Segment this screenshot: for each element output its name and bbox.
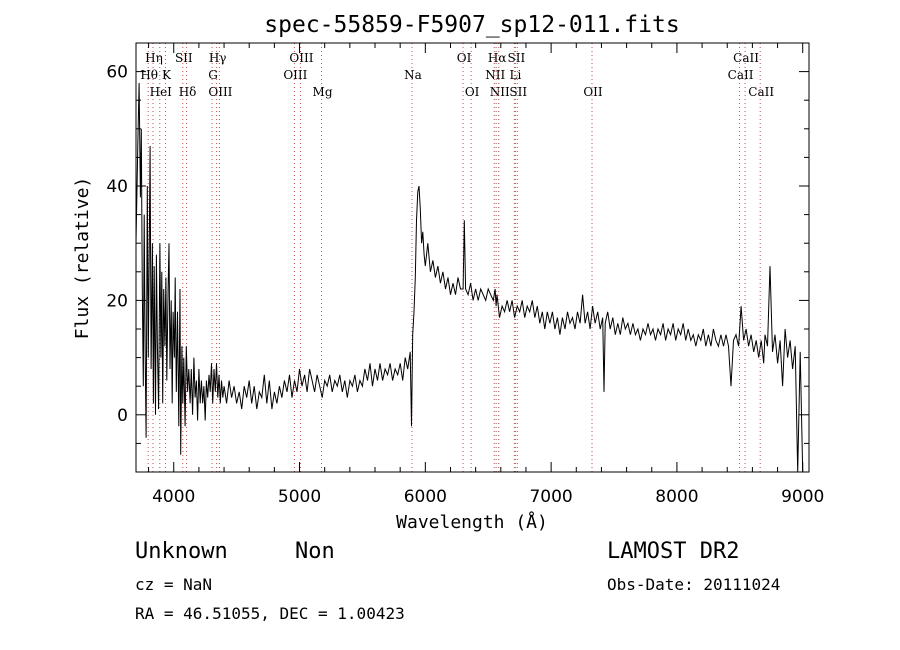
y-tick-label: 0 bbox=[117, 406, 128, 426]
plot-frame bbox=[135, 42, 810, 473]
y-axis-label: Flux (relative) bbox=[72, 177, 93, 340]
spectral-line-label: Hα bbox=[488, 51, 507, 65]
spectral-line-label: NII bbox=[485, 68, 505, 82]
spectral-line-label: SII bbox=[508, 51, 526, 65]
coordinates-label: RA = 46.51055, DEC = 1.00423 bbox=[135, 604, 405, 623]
spectral-line-label: K bbox=[162, 68, 172, 82]
y-axis: 0 20 40 60 bbox=[106, 42, 809, 473]
x-axis-label: Wavelength (Å) bbox=[396, 511, 548, 533]
survey-label: LAMOST DR2 bbox=[607, 539, 740, 564]
chart-title: spec-55859-F5907_sp12-011.fits bbox=[264, 12, 679, 38]
spectral-line-label: CaII bbox=[748, 85, 774, 99]
spectral-line-label: OII bbox=[583, 85, 603, 99]
x-tick-label: 5000 bbox=[278, 487, 321, 507]
spectral-line-label: Hθ bbox=[140, 68, 158, 82]
spectral-line-label: HeI bbox=[150, 85, 173, 99]
spectral-line-label: Hγ bbox=[209, 51, 227, 65]
redshift-label: cz = NaN bbox=[135, 575, 213, 594]
spectral-line-label: OI bbox=[457, 51, 472, 65]
spectral-line-label: Hη bbox=[145, 51, 163, 65]
spectral-line-label: CaII bbox=[728, 68, 754, 82]
classification-label: Unknown bbox=[135, 539, 228, 564]
spectral-line-label: OIII bbox=[283, 68, 307, 82]
x-tick-label: 8000 bbox=[655, 487, 698, 507]
spectral-line-label: Li bbox=[509, 68, 521, 82]
spectrum-line bbox=[135, 82, 804, 473]
spectral-line-label: OIII bbox=[208, 85, 232, 99]
spectral-line-label: OIII bbox=[289, 51, 313, 65]
spectral-line-label: Mg bbox=[313, 85, 333, 99]
subclass-label: Non bbox=[295, 539, 335, 564]
spectral-line-label: OI bbox=[465, 85, 480, 99]
x-axis: 4000 5000 6000 7000 8000 9000 bbox=[148, 43, 824, 507]
y-tick-label: 40 bbox=[106, 177, 128, 197]
y-tick-label: 60 bbox=[106, 63, 128, 83]
spectral-line-label: NII bbox=[490, 85, 510, 99]
x-tick-label: 4000 bbox=[152, 487, 195, 507]
spectral-line-markers bbox=[147, 43, 761, 472]
spectral-line-label: Hδ bbox=[179, 85, 197, 99]
spectral-line-label: SII bbox=[175, 51, 193, 65]
x-tick-label: 6000 bbox=[404, 487, 447, 507]
x-tick-label: 9000 bbox=[781, 487, 824, 507]
spectral-line-label: G bbox=[208, 68, 218, 82]
spectral-line-label: SII bbox=[509, 85, 527, 99]
y-tick-label: 20 bbox=[106, 291, 128, 311]
x-tick-label: 7000 bbox=[529, 487, 572, 507]
spectral-line-label: Na bbox=[404, 68, 422, 82]
spectral-line-label: CaII bbox=[733, 51, 759, 65]
obs-date-label: Obs-Date: 20111024 bbox=[607, 575, 781, 594]
